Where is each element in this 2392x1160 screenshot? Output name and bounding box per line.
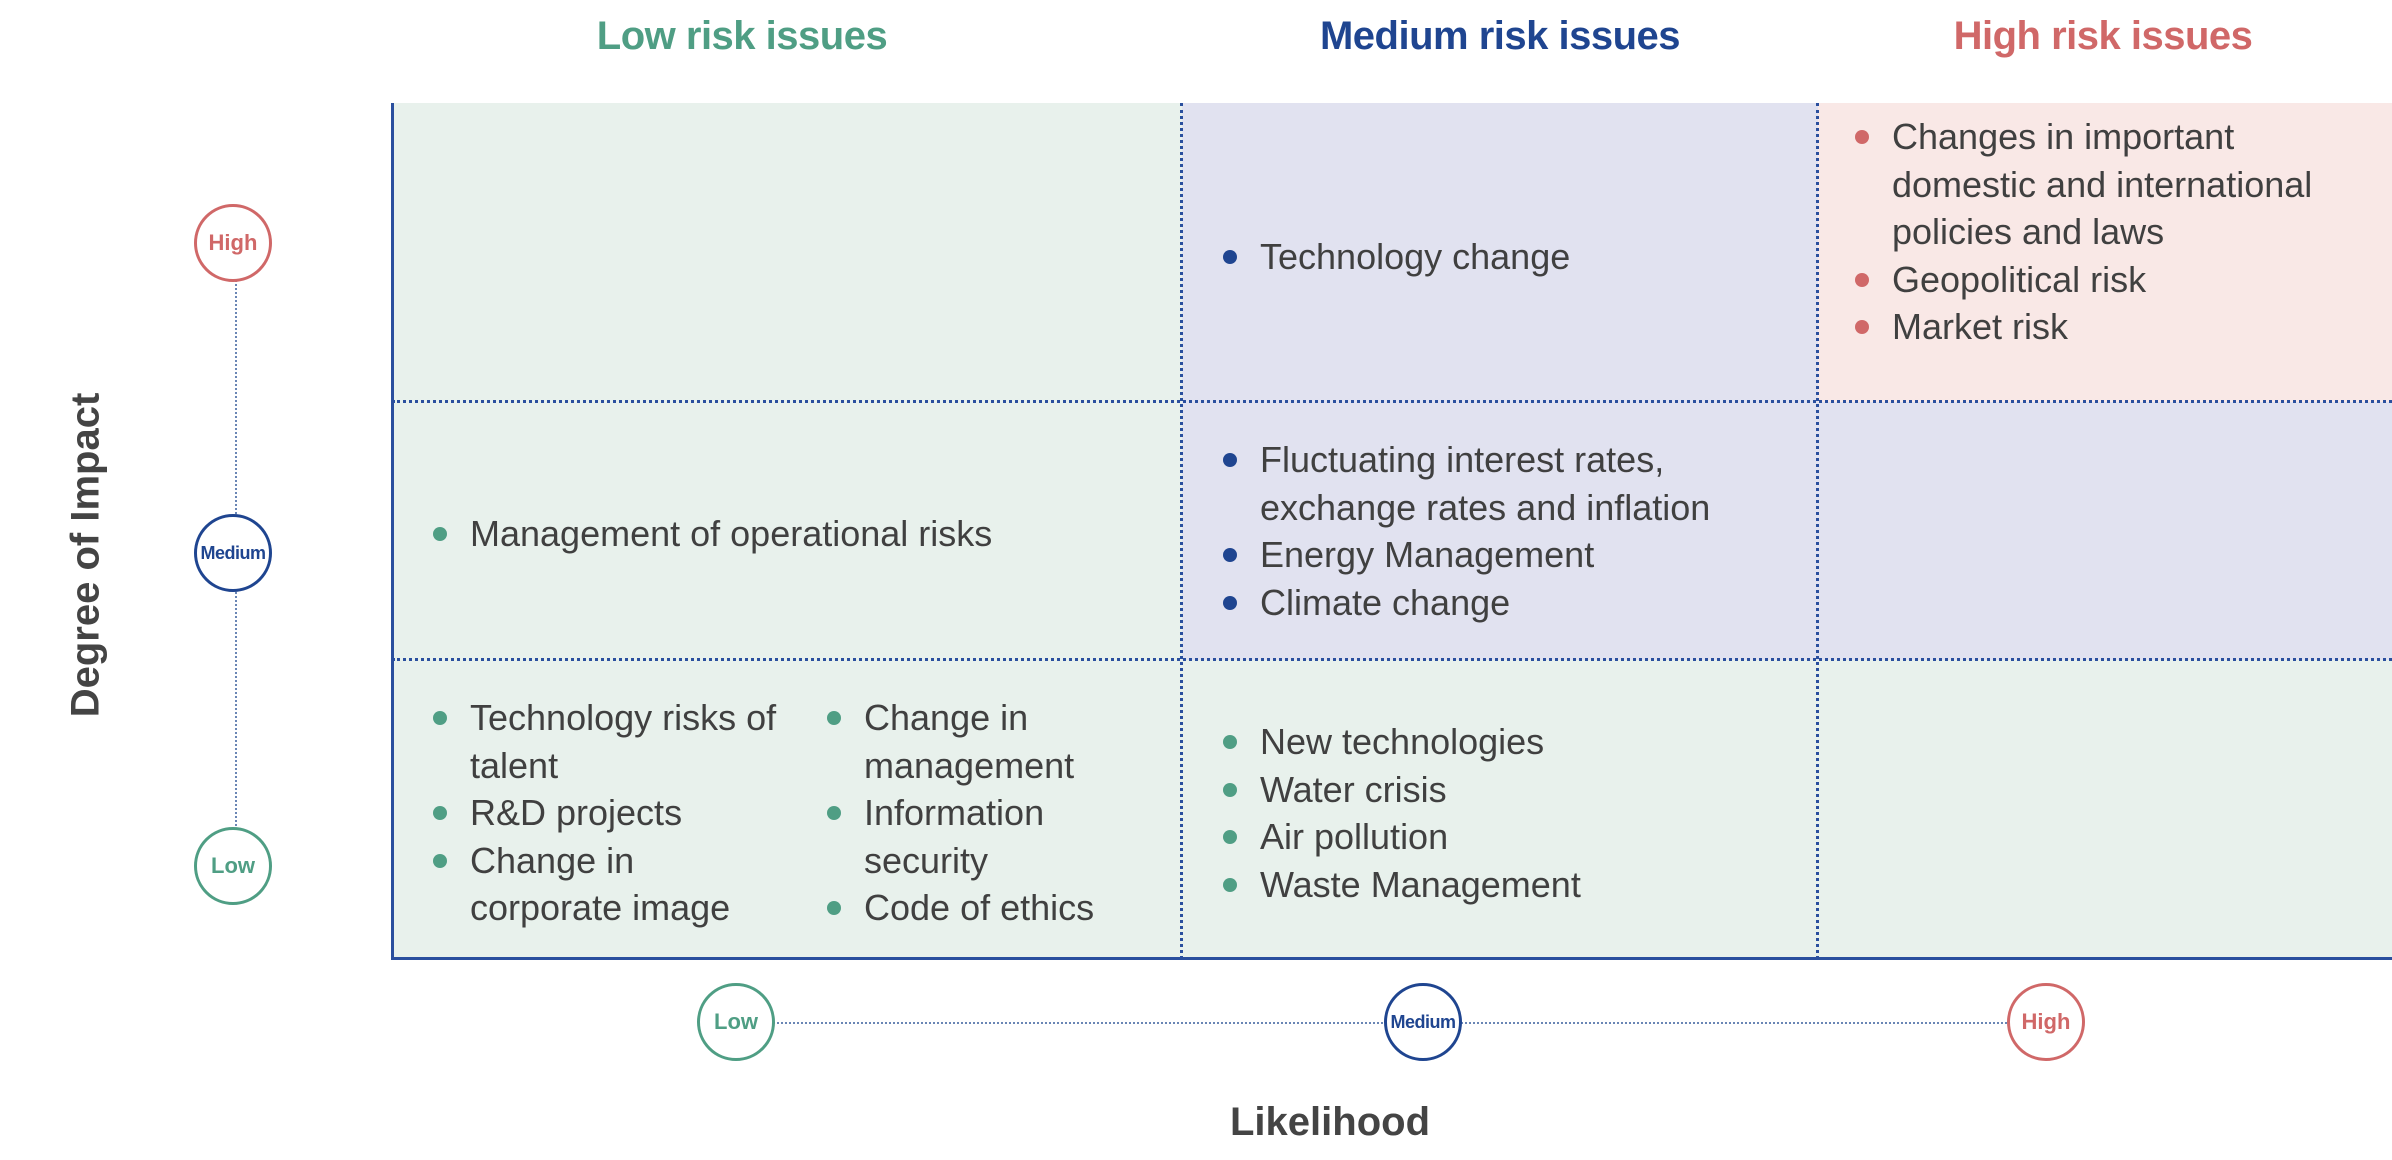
list-medium-impact-low-likelihood: Management of operational risks xyxy=(430,510,992,558)
grid-divider-horizontal-2 xyxy=(392,658,2392,661)
list-item: Management of operational risks xyxy=(430,510,992,558)
list-item: Technology risks of talent xyxy=(430,694,790,789)
list-medium-impact-medium-likelihood: Fluctuating interest rates, exchange rat… xyxy=(1220,436,1800,626)
list-low-impact-low-likelihood-col2: Change in management Information securit… xyxy=(824,694,1164,932)
list-item: R&D projects xyxy=(430,789,790,837)
x-axis-line xyxy=(391,957,2392,960)
x-level-low: Low xyxy=(697,983,775,1061)
list-item: Code of ethics xyxy=(824,884,1164,932)
cell-low-impact-low-likelihood: Technology risks of talent R&D projects … xyxy=(392,660,1182,959)
list-item: Technology change xyxy=(1220,233,1570,281)
y-axis-title: Degree of Impact xyxy=(63,392,108,718)
y-level-low: Low xyxy=(194,827,272,905)
list-item: Air pollution xyxy=(1220,813,1581,861)
y-axis-line xyxy=(391,103,394,960)
list-item: Water crisis xyxy=(1220,766,1581,814)
list-item: Information security xyxy=(824,789,1164,884)
cell-low-impact-medium-likelihood: New technologies Water crisis Air pollut… xyxy=(1182,660,1818,959)
cell-high-impact-low-likelihood xyxy=(392,103,1182,402)
list-item: New technologies xyxy=(1220,718,1581,766)
list-low-impact-low-likelihood-col1: Technology risks of talent R&D projects … xyxy=(430,694,790,932)
cell-medium-impact-medium-likelihood: Fluctuating interest rates, exchange rat… xyxy=(1182,402,1818,660)
list-item: Fluctuating interest rates, exchange rat… xyxy=(1220,436,1800,531)
x-level-medium: Medium xyxy=(1384,983,1462,1061)
grid-divider-horizontal-1 xyxy=(392,400,2392,403)
low-risk-header: Low risk issues xyxy=(596,14,888,58)
cell-low-impact-high-likelihood xyxy=(1818,660,2392,959)
list-item: Energy Management xyxy=(1220,531,1800,579)
high-risk-header: High risk issues xyxy=(1953,14,2253,58)
grid-divider-vertical-1 xyxy=(1180,103,1183,959)
list-item: Market risk xyxy=(1852,303,2372,351)
x-level-high: High xyxy=(2007,983,2085,1061)
cell-medium-impact-low-likelihood: Management of operational risks xyxy=(392,402,1182,660)
list-high-impact-medium-likelihood: Technology change xyxy=(1220,233,1570,281)
y-level-medium: Medium xyxy=(194,514,272,592)
list-item: Climate change xyxy=(1220,579,1800,627)
list-item: Change in corporate image xyxy=(430,837,790,932)
y-level-high: High xyxy=(194,204,272,282)
list-item: Changes in important domestic and intern… xyxy=(1852,113,2372,256)
cell-high-impact-high-likelihood: Changes in important domestic and intern… xyxy=(1818,103,2392,402)
cell-high-impact-medium-likelihood: Technology change xyxy=(1182,103,1818,402)
list-low-impact-medium-likelihood: New technologies Water crisis Air pollut… xyxy=(1220,718,1581,908)
x-axis-title: Likelihood xyxy=(1230,1100,1430,1144)
medium-risk-header: Medium risk issues xyxy=(1319,14,1681,58)
grid-divider-vertical-2 xyxy=(1816,103,1819,959)
list-high-impact-high-likelihood: Changes in important domestic and intern… xyxy=(1852,113,2372,351)
list-item: Geopolitical risk xyxy=(1852,256,2372,304)
list-item: Change in management xyxy=(824,694,1164,789)
cell-medium-impact-high-likelihood xyxy=(1818,402,2392,660)
list-item: Waste Management xyxy=(1220,861,1581,909)
